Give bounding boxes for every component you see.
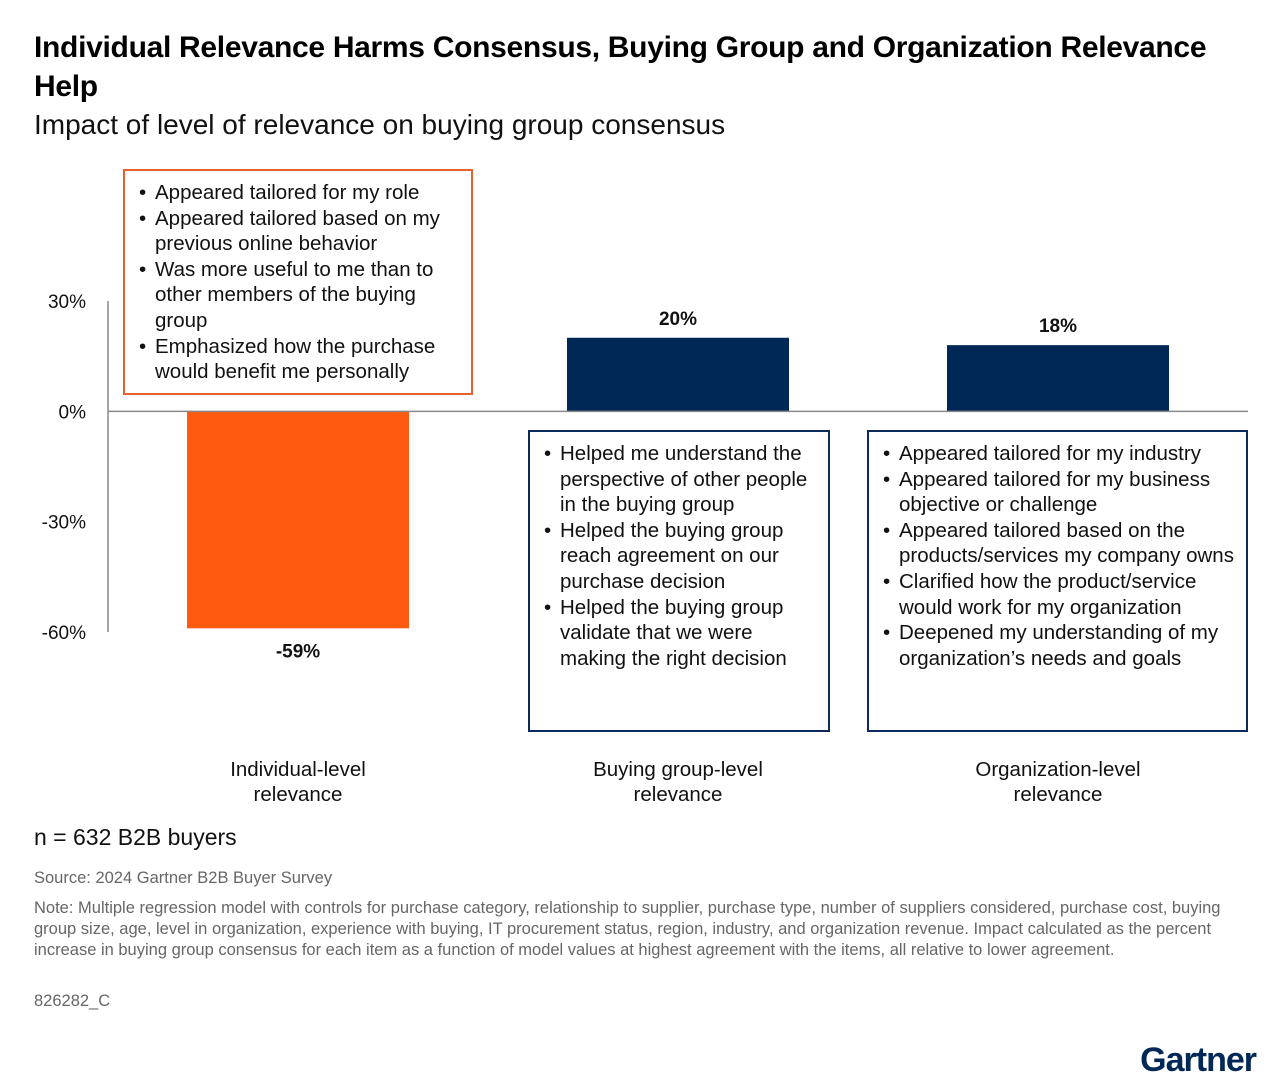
category-label-organization: Organization-level relevance xyxy=(928,757,1188,807)
bar-3 xyxy=(947,345,1169,412)
chart-title: Individual Relevance Harms Consensus, Bu… xyxy=(34,31,1207,103)
bar-2 xyxy=(567,337,789,412)
y-tick-label: 0% xyxy=(59,402,87,423)
callout-item: Appeared tailored for my business object… xyxy=(881,467,1236,518)
source-note: Source: 2024 Gartner B2B Buyer Survey xyxy=(34,869,333,887)
organization-relevance-callout: Appeared tailored for my industry Appear… xyxy=(867,430,1248,732)
callout-item: Emphasized how the purchase would benefi… xyxy=(137,334,461,385)
callout-item: Helped the buying group reach agreement … xyxy=(542,518,818,595)
callout-item: Appeared tailored based on the products/… xyxy=(881,518,1236,569)
bar-chart: 30% 0% -30% -60% -59% 20% 18% xyxy=(42,292,1248,662)
callout-item: Appeared tailored based on my previous o… xyxy=(137,206,461,257)
data-label: 20% xyxy=(659,309,697,330)
data-label: -59% xyxy=(276,641,320,662)
sample-size: n = 632 B2B buyers xyxy=(34,824,237,850)
callout-item: Clarified how the product/service would … xyxy=(881,569,1236,620)
individual-relevance-callout: Appeared tailored for my role Appeared t… xyxy=(123,169,473,395)
y-tick-label: -60% xyxy=(42,623,86,644)
y-tick-label: -30% xyxy=(42,513,86,534)
category-label-line: Individual-level xyxy=(230,758,366,781)
category-label-individual: Individual-level relevance xyxy=(168,757,428,807)
callout-item: Appeared tailored for my role xyxy=(137,180,461,206)
buying-group-relevance-callout: Helped me understand the perspective of … xyxy=(528,430,830,732)
callout-item: Helped the buying group validate that we… xyxy=(542,595,818,672)
category-label-line: Organization-level xyxy=(975,758,1141,781)
callout-item: Was more useful to me than to other memb… xyxy=(137,257,461,334)
category-label-line: relevance xyxy=(1013,783,1103,806)
callout-item: Appeared tailored for my industry xyxy=(881,441,1236,467)
category-label-buying-group: Buying group-level relevance xyxy=(548,757,808,807)
category-label-line: relevance xyxy=(633,783,723,806)
category-label-line: Buying group-level xyxy=(593,758,763,781)
callout-item: Helped me understand the perspective of … xyxy=(542,441,818,518)
chart-subtitle: Impact of level of relevance on buying g… xyxy=(34,109,726,140)
y-tick-label: 30% xyxy=(48,292,86,313)
category-label-line: relevance xyxy=(253,783,343,806)
data-label: 18% xyxy=(1039,316,1077,337)
document-id: 826282_C xyxy=(34,992,111,1010)
callout-item: Deepened my understanding of my organiza… xyxy=(881,620,1236,671)
methodology-note: Note: Multiple regression model with con… xyxy=(34,899,1221,959)
gartner-logo: Gartner xyxy=(1140,1041,1257,1079)
bar-1 xyxy=(187,411,409,629)
